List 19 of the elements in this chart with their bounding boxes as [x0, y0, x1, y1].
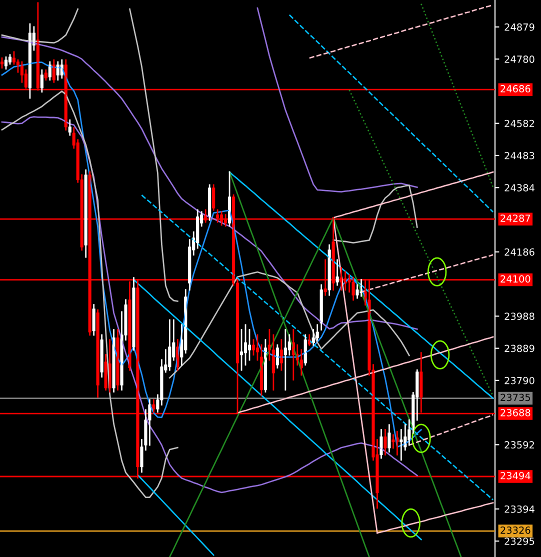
y-tick-label: 23592 [504, 441, 534, 449]
ref-line-label: 23326 [500, 526, 530, 534]
y-tick-label: 24483 [504, 152, 534, 160]
ref-line-label: 24100 [500, 275, 530, 283]
y-tick-label: 24780 [504, 56, 534, 63]
y-tick-label: 23790 [504, 376, 534, 384]
ref-line-label: 23688 [500, 408, 530, 416]
y-tick-label: 24879 [504, 23, 534, 31]
ref-line-label: 24686 [500, 85, 530, 92]
ref-line-label: 23494 [500, 472, 530, 480]
ref-line-label: 23735 [500, 394, 530, 402]
y-tick-label: 24384 [504, 184, 534, 192]
y-tick-label: 23394 [504, 505, 534, 513]
y-tick-label: 23295 [504, 538, 534, 545]
y-tick-label: 23988 [504, 312, 534, 320]
ref-line-label: 24287 [500, 214, 530, 222]
y-tick-label: 24582 [504, 120, 534, 128]
y-tick-label: 24186 [504, 248, 534, 256]
y-tick-label: 23889 [504, 344, 534, 352]
